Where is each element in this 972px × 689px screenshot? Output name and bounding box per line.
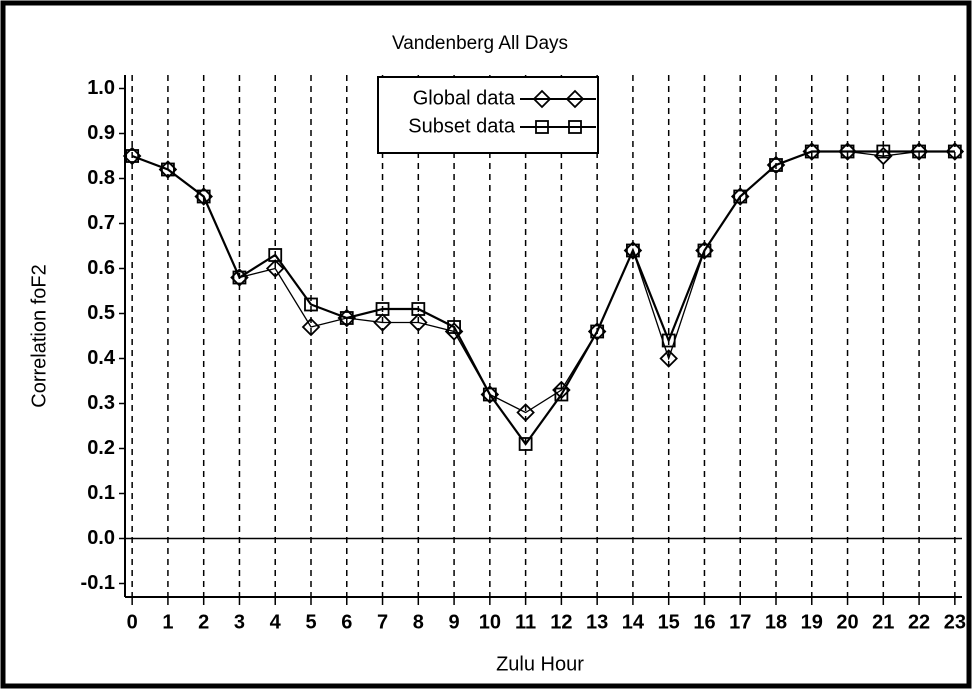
x-tick-label: 21 [872, 611, 894, 633]
legend-label: Global data [413, 87, 516, 109]
y-tick-label: -0.1 [81, 572, 115, 594]
marker [409, 313, 428, 332]
marker [447, 320, 461, 334]
x-tick-label: 8 [413, 611, 424, 633]
marker [265, 259, 285, 278]
marker [301, 317, 321, 337]
marker [590, 324, 605, 339]
x-tick-label: 4 [270, 611, 282, 633]
x-tick-label: 2 [198, 611, 209, 633]
x-tick-label: 10 [479, 611, 501, 633]
marker [411, 302, 426, 316]
marker [659, 349, 678, 368]
marker [339, 311, 354, 325]
y-tick-label: 0.4 [87, 347, 116, 369]
x-tick-label: 6 [341, 611, 352, 633]
x-tick-label: 16 [693, 611, 715, 633]
x-tick-label: 14 [622, 611, 645, 633]
x-axis-label: Zulu Hour [496, 653, 584, 675]
marker [125, 149, 140, 163]
marker [626, 243, 640, 258]
marker [661, 333, 676, 348]
x-tick-label: 18 [765, 611, 787, 633]
marker [232, 270, 247, 285]
legend-marker [565, 89, 585, 109]
legend-label: Subset data [408, 115, 516, 137]
marker [375, 302, 390, 316]
y-tick-label: 0.3 [87, 392, 115, 414]
marker [161, 162, 175, 177]
x-tick-label: 11 [515, 611, 536, 633]
x-tick-label: 1 [162, 611, 173, 633]
marker [947, 144, 962, 159]
x-tick-label: 15 [658, 611, 680, 633]
x-tick-label: 0 [127, 611, 138, 633]
x-tick-label: 22 [908, 611, 930, 633]
x-tick-label: 12 [550, 611, 572, 633]
marker [516, 403, 535, 422]
x-tick-label: 3 [234, 611, 245, 633]
marker [554, 387, 569, 402]
x-tick-label: 9 [449, 611, 460, 633]
marker [482, 387, 497, 402]
y-tick-label: 0.5 [87, 302, 115, 324]
y-tick-label: 0.8 [87, 167, 115, 189]
y-tick-label: 0.6 [87, 257, 115, 279]
marker [697, 243, 712, 258]
y-tick-label: 1.0 [87, 77, 115, 99]
y-axis-label: Correlation foF2 [28, 264, 50, 407]
marker [840, 144, 855, 159]
marker [268, 248, 283, 262]
x-tick-label: 7 [377, 611, 388, 633]
legend-marker [535, 120, 549, 134]
marker [518, 437, 533, 451]
marker [733, 189, 748, 204]
marker [304, 297, 318, 312]
y-tick-label: 0.9 [87, 122, 115, 144]
x-tick-label: 19 [801, 611, 823, 633]
y-tick-label: 0.1 [87, 482, 115, 504]
legend-box [377, 76, 599, 154]
chart-title: Vandenberg All Days [392, 33, 568, 54]
x-tick-label: 13 [586, 611, 608, 633]
x-tick-label: 17 [729, 611, 751, 633]
marker [804, 144, 819, 159]
x-tick-label: 5 [305, 611, 316, 633]
marker [769, 158, 783, 172]
marker [876, 144, 891, 159]
y-tick-label: 0.0 [87, 527, 115, 549]
marker [373, 313, 392, 332]
y-tick-label: 0.7 [87, 212, 115, 234]
x-tick-label: 20 [836, 611, 858, 633]
marker [196, 189, 211, 204]
y-tick-label: 0.2 [87, 437, 115, 459]
legend-marker [532, 89, 552, 109]
x-tick-label: 23 [944, 611, 966, 633]
marker [912, 144, 926, 159]
legend-marker [568, 120, 582, 134]
